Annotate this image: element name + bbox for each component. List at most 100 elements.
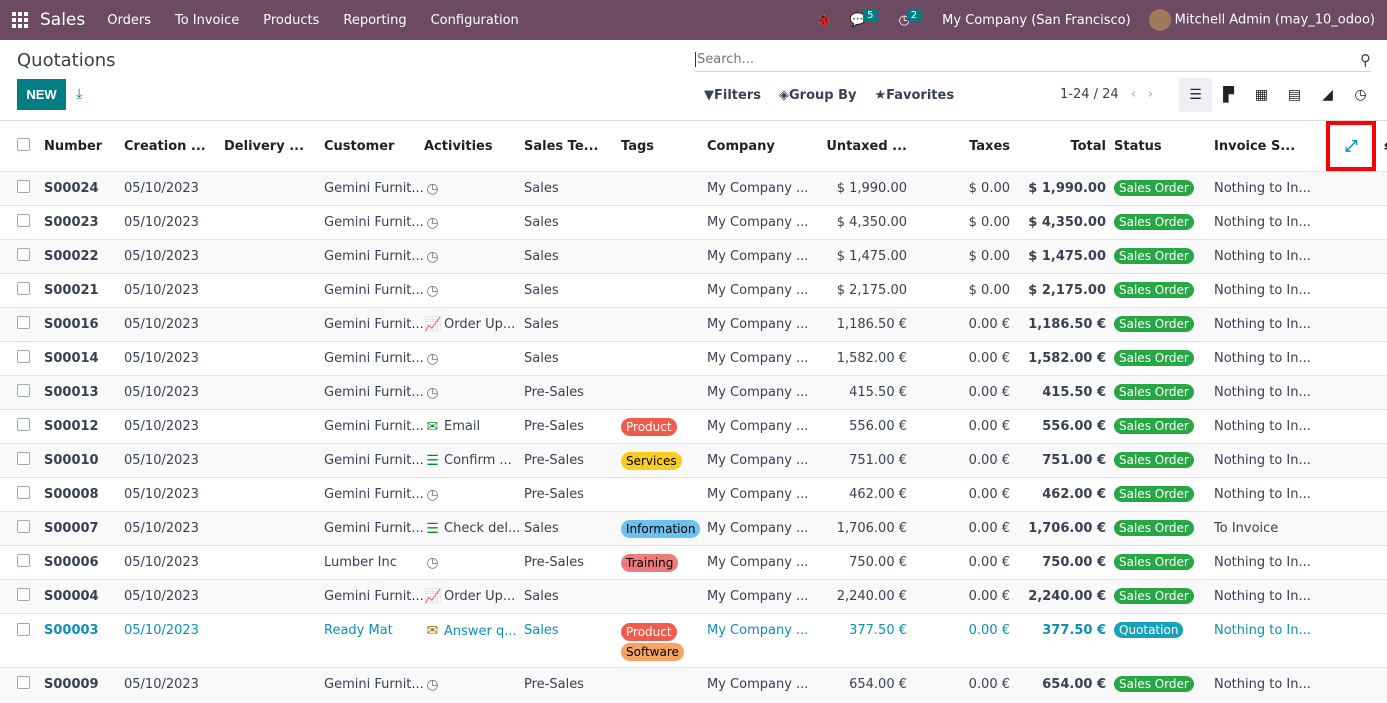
row-checkbox[interactable] (17, 588, 30, 601)
table-row[interactable]: S00006 05/10/2023 Lumber Inc ◷ Pre-Sales… (0, 545, 1387, 580)
row-checkbox[interactable] (17, 214, 30, 227)
user-menu[interactable]: Mitchell Admin (may_10_odoo) (1148, 9, 1375, 31)
company-switcher[interactable]: My Company (San Francisco) (942, 12, 1131, 28)
table-row[interactable]: S00010 05/10/2023 Gemini Furnit... ☰ Conf… (0, 443, 1387, 478)
menu-orders[interactable]: Orders (107, 12, 151, 28)
table-row[interactable]: S00003 05/10/2023 Ready Mat ✉ Answer q...… (0, 613, 1387, 668)
download-icon[interactable]: ⤓ (76, 86, 83, 102)
row-checkbox[interactable] (17, 452, 30, 465)
column-header[interactable]: Number (44, 138, 103, 154)
column-header[interactable]: Untaxed ... (826, 138, 907, 154)
optional-columns-icon[interactable]: ⇆ (1384, 140, 1387, 155)
row-checkbox[interactable] (17, 350, 30, 363)
row-checkbox[interactable] (17, 554, 30, 567)
activity-button[interactable]: ◷ (424, 487, 444, 503)
row-checkbox[interactable] (17, 248, 30, 261)
activity-button[interactable]: ✉ Answer q... (424, 623, 517, 639)
column-header[interactable]: Status (1114, 138, 1162, 154)
debug-bug-icon[interactable]: 🐞 (815, 12, 832, 28)
app-brand[interactable]: Sales (40, 10, 86, 30)
kanban-view-icon[interactable]: ▛ (1223, 87, 1234, 103)
pivot-view-icon[interactable]: ▤ (1287, 87, 1302, 103)
row-checkbox[interactable] (17, 316, 30, 329)
activity-button[interactable]: ◷ (424, 249, 444, 265)
menu-configuration[interactable]: Configuration (430, 12, 519, 28)
expand-icon[interactable]: ⤢ (1326, 121, 1376, 171)
row-checkbox[interactable] (17, 623, 30, 636)
activity-button[interactable]: ◷ (424, 181, 444, 197)
row-checkbox[interactable] (17, 486, 30, 499)
new-button[interactable]: NEW (17, 79, 66, 110)
list-view-icon[interactable]: ☰ (1179, 78, 1212, 112)
search-icon[interactable]: ⚲ (1360, 50, 1371, 69)
column-header[interactable]: Company (707, 138, 775, 154)
activity-view-icon[interactable]: ◷ (1354, 87, 1367, 103)
activity-button[interactable]: ◷ (424, 385, 444, 401)
row-checkbox[interactable] (17, 676, 30, 690)
activity-button[interactable]: ☰ Confirm ... (424, 453, 512, 469)
column-header[interactable]: Delivery ... (224, 138, 305, 154)
column-header[interactable]: Activities (424, 138, 493, 154)
company: My Company ... (707, 171, 817, 206)
sales-team: Sales (524, 511, 621, 546)
table-row[interactable]: S00022 05/10/2023 Gemini Furnit... ◷ Sal… (0, 239, 1387, 274)
chart-icon-amber: 📈 (424, 316, 442, 333)
activity-button[interactable]: ◷ (424, 283, 444, 299)
table-row[interactable]: S00014 05/10/2023 Gemini Furnit... ◷ Sal… (0, 341, 1387, 376)
column-header[interactable]: Creation ... (124, 138, 206, 154)
activity-button[interactable]: ◷ (424, 555, 444, 571)
group-by-button[interactable]: ◈Group By (779, 88, 856, 103)
calendar-view-icon[interactable]: ▦ (1254, 87, 1269, 103)
creation-date: 05/10/2023 (124, 667, 224, 702)
app-grid-icon[interactable] (12, 12, 28, 28)
row-checkbox[interactable] (17, 520, 30, 533)
row-checkbox[interactable] (17, 418, 30, 431)
pager-value[interactable]: 1-24 / 24 (1060, 87, 1119, 102)
column-header[interactable]: Taxes (969, 138, 1010, 154)
table-row[interactable]: S00008 05/10/2023 Gemini Furnit... ◷ Pre… (0, 477, 1387, 512)
pager-next-icon[interactable]: › (1147, 87, 1154, 102)
table-row[interactable]: S00024 05/10/2023 Gemini Furnit... ◷ Sal… (0, 171, 1387, 206)
table-row[interactable]: S00004 05/10/2023 Gemini Furnit... 📈 Orde… (0, 579, 1387, 614)
activity-button[interactable]: ✉ Email (424, 419, 480, 435)
column-header[interactable]: Tags (621, 138, 655, 154)
column-header[interactable]: Sales Te... (524, 138, 599, 154)
tags: Training (621, 545, 707, 580)
filters-button[interactable]: ▼Filters (704, 88, 761, 103)
row-checkbox[interactable] (17, 384, 30, 397)
table-row[interactable]: S00021 05/10/2023 Gemini Furnit... ◷ Sal… (0, 273, 1387, 308)
column-header[interactable]: Total (1070, 138, 1106, 154)
activity-button[interactable]: 📈 Order Up... (424, 317, 515, 333)
menu-to-invoice[interactable]: To Invoice (174, 12, 240, 28)
table-row[interactable]: S00007 05/10/2023 Gemini Furnit... ☰ Chec… (0, 511, 1387, 546)
table-row[interactable]: S00013 05/10/2023 Gemini Furnit... ◷ Pre… (0, 375, 1387, 410)
messages-button[interactable]: 💬5 (850, 9, 881, 28)
table-row[interactable]: S00023 05/10/2023 Gemini Furnit... ◷ Sal… (0, 205, 1387, 240)
pager-prev-icon[interactable]: ‹ (1130, 87, 1136, 102)
menu-products[interactable]: Products (263, 12, 320, 28)
activity-button[interactable]: ◷ (424, 215, 444, 231)
control-panel: Quotations NEW ⤓ ⚲ ▼Filters ◈Group By ★F… (0, 40, 1387, 120)
menu-reporting[interactable]: Reporting (343, 12, 407, 28)
row-checkbox[interactable] (17, 282, 30, 295)
table-row[interactable]: S00012 05/10/2023 Gemini Furnit... ✉ Emai… (0, 409, 1387, 444)
activity-button[interactable]: ◷ (424, 351, 444, 367)
favorites-button[interactable]: ★Favorites (874, 88, 954, 103)
customer: Gemini Furnit... (324, 375, 424, 410)
select-all-checkbox[interactable] (17, 137, 30, 151)
graph-view-icon[interactable]: ◢ (1322, 87, 1333, 103)
activity-button[interactable]: ☰ Check del... (424, 521, 520, 537)
clock-icon: ◷ (426, 350, 439, 367)
table-row[interactable]: S00016 05/10/2023 Gemini Furnit... 📈 Orde… (0, 307, 1387, 342)
column-header[interactable]: Invoice S... (1214, 138, 1296, 154)
column-header[interactable]: Customer (324, 138, 395, 154)
activity-button[interactable]: 📈 Order Up... (424, 589, 515, 605)
company: My Company ... (707, 511, 817, 546)
search-input[interactable] (695, 52, 1360, 67)
activities-button[interactable]: ◷2 (898, 9, 924, 28)
select-all[interactable] (0, 121, 44, 172)
activity-button[interactable]: ◷ (424, 677, 444, 693)
row-checkbox[interactable] (17, 180, 30, 193)
table-row[interactable]: S00009 05/10/2023 Gemini Furnit... ◷ Pre… (0, 667, 1387, 702)
delivery-date (224, 375, 324, 410)
